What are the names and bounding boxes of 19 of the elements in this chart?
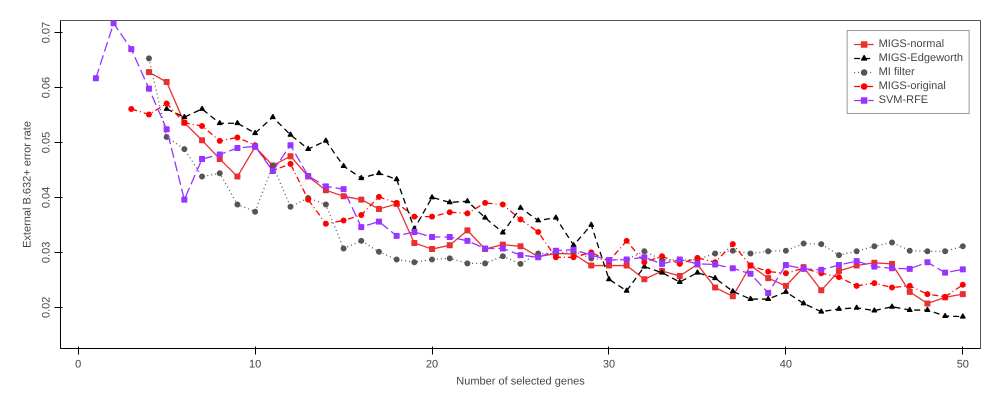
x-tick-label: 0	[75, 358, 82, 370]
legend-label: MI filter	[878, 65, 915, 79]
legend-label: MIGS-original	[878, 79, 946, 93]
y-tick-label: 0.02	[40, 296, 52, 318]
y-tick-label: 0.07	[40, 22, 52, 44]
x-tick-label: 40	[780, 358, 792, 370]
x-tick-label: 10	[249, 358, 262, 370]
y-axis-title: External B.632+ error rate	[22, 121, 34, 248]
y-tick-label: 0.05	[40, 132, 52, 154]
x-tick-label: 20	[426, 358, 438, 370]
legend-label: MIGS-normal	[878, 37, 944, 51]
x-tick-label: 30	[602, 358, 616, 370]
y-tick-label: 0.03	[40, 242, 52, 264]
x-axis-title: Number of selected genes	[456, 376, 586, 388]
y-tick-label: 0.04	[40, 186, 52, 208]
legend-label: SVM-RFE	[878, 93, 928, 107]
y-tick-label: 0.06	[40, 76, 52, 98]
x-tick-label: 50	[956, 358, 969, 370]
legend-label: MIGS-Edgeworth	[878, 51, 963, 65]
